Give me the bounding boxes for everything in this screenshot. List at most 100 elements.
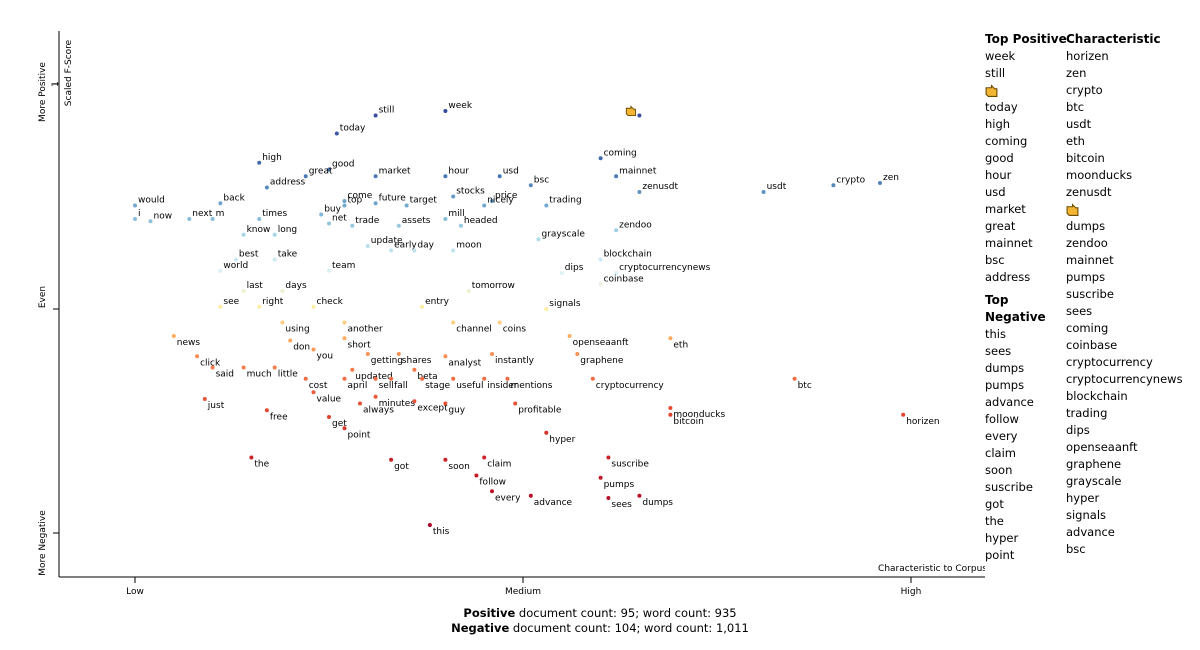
label-zen[interactable]: zen xyxy=(883,173,899,183)
label-updated[interactable]: updated xyxy=(355,372,392,382)
label-come[interactable]: come xyxy=(348,191,373,201)
point-headed[interactable] xyxy=(458,223,463,228)
point-team[interactable] xyxy=(327,268,331,273)
label-useful[interactable]: useful xyxy=(456,381,483,391)
point-shares[interactable] xyxy=(396,352,401,356)
characteristic-item[interactable]: dips xyxy=(1066,423,1090,437)
label-take[interactable]: take xyxy=(278,250,298,260)
point-still[interactable] xyxy=(373,113,378,118)
point-last[interactable] xyxy=(241,289,246,293)
point-days[interactable] xyxy=(280,289,285,293)
label-target[interactable]: target xyxy=(410,196,438,206)
top-negative-item[interactable]: dumps xyxy=(985,361,1025,375)
label-great[interactable]: great xyxy=(309,166,333,176)
point-i[interactable] xyxy=(133,217,137,221)
characteristic-item[interactable]: usdt xyxy=(1066,117,1092,131)
characteristic-item[interactable]: bsc xyxy=(1066,542,1086,556)
point-dips[interactable] xyxy=(559,271,564,275)
top-negative-item[interactable]: sees xyxy=(985,344,1012,358)
point-times[interactable] xyxy=(257,217,262,221)
label-you[interactable]: you xyxy=(317,352,334,362)
label-claim[interactable]: claim xyxy=(487,460,511,470)
label-point[interactable]: point xyxy=(348,430,371,440)
point-pointer-emoji[interactable] xyxy=(637,113,642,118)
label-click[interactable]: click xyxy=(200,358,221,368)
point-zendoo[interactable] xyxy=(614,228,619,233)
label-week[interactable]: week xyxy=(448,101,472,111)
label-every[interactable]: every xyxy=(495,493,521,503)
label-coins[interactable]: coins xyxy=(503,325,527,335)
label-long[interactable]: long xyxy=(278,225,297,235)
point-hour[interactable] xyxy=(443,174,448,179)
label-graphene[interactable]: graphene xyxy=(580,356,624,366)
point-zenusdt[interactable] xyxy=(637,190,642,194)
point-mentions[interactable] xyxy=(505,376,510,381)
label-mill[interactable]: mill xyxy=(448,209,464,219)
point-good[interactable] xyxy=(327,167,331,172)
point-tomorrow[interactable] xyxy=(466,289,471,293)
point-assets[interactable] xyxy=(396,223,401,228)
label-nicely[interactable]: nicely xyxy=(487,196,514,206)
point-short[interactable] xyxy=(342,336,347,341)
label-little[interactable]: little xyxy=(278,370,299,380)
characteristic-item[interactable]: mainnet xyxy=(1066,253,1114,267)
label-hour[interactable]: hour xyxy=(448,166,469,176)
point-click[interactable] xyxy=(195,354,200,359)
label-btc[interactable]: btc xyxy=(798,381,812,391)
characteristic-item[interactable]: hyper xyxy=(1066,491,1100,505)
point-you[interactable] xyxy=(311,347,316,352)
label-analyst[interactable]: analyst xyxy=(448,358,481,368)
label-check[interactable]: check xyxy=(317,297,344,307)
label-follow[interactable]: follow xyxy=(479,478,506,488)
point-see[interactable] xyxy=(218,304,223,309)
top-positive-item[interactable]: high xyxy=(985,117,1011,131)
label-signals[interactable]: signals xyxy=(549,299,581,309)
characteristic-item[interactable]: cryptocurrencynews xyxy=(1066,372,1183,386)
top-negative-item[interactable]: got xyxy=(985,497,1004,511)
point-got[interactable] xyxy=(389,457,394,462)
label-back[interactable]: back xyxy=(223,193,245,203)
point-buy[interactable] xyxy=(319,212,324,217)
point-graphene[interactable] xyxy=(575,352,580,356)
label-another[interactable]: another xyxy=(348,325,383,335)
point-net[interactable] xyxy=(327,221,331,226)
point-always[interactable] xyxy=(358,401,362,406)
label-pumps[interactable]: pumps xyxy=(604,480,635,490)
characteristic-item[interactable]: horizen xyxy=(1066,49,1109,63)
characteristic-item[interactable]: grayscale xyxy=(1066,474,1122,488)
label-advance[interactable]: advance xyxy=(534,498,573,508)
point-eth[interactable] xyxy=(668,336,673,341)
point-getting[interactable] xyxy=(365,352,370,356)
label-assets[interactable]: assets xyxy=(402,216,431,226)
characteristic-item[interactable]: moonducks xyxy=(1066,168,1133,182)
point-usdt[interactable] xyxy=(761,190,766,194)
characteristic-item[interactable]: openseaanft xyxy=(1066,440,1138,454)
point-stocks[interactable] xyxy=(451,194,456,199)
label-grayscale[interactable]: grayscale xyxy=(542,229,586,239)
label-don[interactable]: don xyxy=(293,343,310,353)
top-negative-item[interactable]: point xyxy=(985,548,1015,562)
characteristic-item[interactable]: eth xyxy=(1066,134,1085,148)
point-dumps[interactable] xyxy=(637,493,642,498)
point-using[interactable] xyxy=(280,320,285,325)
top-positive-item[interactable]: address xyxy=(985,270,1031,284)
point-get[interactable] xyxy=(327,415,331,419)
label-address[interactable]: address xyxy=(270,178,306,188)
point-coins[interactable] xyxy=(497,320,502,325)
label-insider[interactable]: insider xyxy=(487,381,518,391)
label-days[interactable]: days xyxy=(285,281,307,291)
top-negative-item[interactable]: the xyxy=(985,514,1004,528)
characteristic-item[interactable] xyxy=(1066,201,1196,218)
point-insider[interactable] xyxy=(482,376,487,381)
label-dumps[interactable]: dumps xyxy=(642,498,673,508)
label-cryptocurrency[interactable]: cryptocurrency xyxy=(596,381,665,391)
point-instantly[interactable] xyxy=(490,352,494,356)
label-high[interactable]: high xyxy=(262,153,282,163)
point-would[interactable] xyxy=(133,203,137,208)
label-free[interactable]: free xyxy=(270,412,288,422)
characteristic-item[interactable]: suscribe xyxy=(1066,287,1114,301)
point-guy[interactable] xyxy=(443,401,448,406)
label-suscribe[interactable]: suscribe xyxy=(611,460,649,470)
point-fall[interactable] xyxy=(389,376,394,381)
top-positive-item[interactable]: good xyxy=(985,151,1014,165)
